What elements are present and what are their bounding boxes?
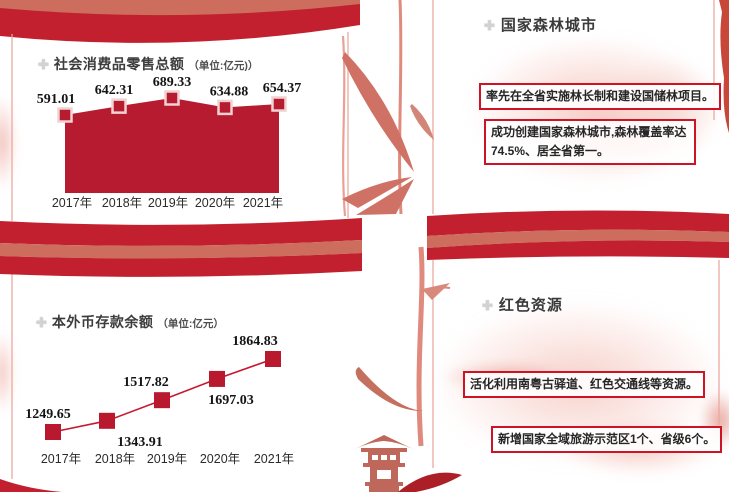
info-box-red-1: 活化利用南粤古驿道、红色交通线等资源。 — [463, 371, 706, 399]
section-title-text: 国家森林城市 — [500, 17, 597, 34]
brush-stroke — [719, 0, 729, 133]
chart-deposits-svg: 1249.65 2017年 1343.91 2018年 1517.82 2019年 1697… — [25, 334, 294, 466]
svg-text:1343.91: 1343.91 — [117, 435, 163, 450]
svg-text:654.37: 654.37 — [263, 81, 302, 96]
left-top-roller — [0, 0, 360, 43]
plus-icon: ✚ — [36, 315, 47, 330]
chart-title-text: 社会消费品零售总额 — [53, 56, 185, 72]
svg-text:2021年: 2021年 — [243, 196, 283, 210]
bamboo-decoration — [341, 0, 434, 217]
svg-text:2017年: 2017年 — [52, 196, 92, 210]
left-middle-roller — [0, 218, 362, 277]
svg-text:2020年: 2020年 — [200, 452, 240, 466]
pagoda-illustration — [355, 435, 413, 492]
left-bottom-roller — [0, 479, 62, 492]
chart-unit-label: （单位:亿元） — [157, 318, 224, 330]
section-title-forest-city: ✚ 国家森林城市 — [484, 14, 597, 35]
svg-text:2019年: 2019年 — [148, 196, 188, 210]
info-box-forest-2: 成功创建国家森林城市,森林覆盖率达74.5%、居全省第一。 — [484, 119, 696, 166]
chart-unit-label: （单位:亿元)） — [188, 60, 259, 72]
svg-text:634.88: 634.88 — [210, 84, 249, 99]
chart-retail-svg: 591.01 2017年 642.31 2018年 689.33 2019年 634.88 2… — [37, 75, 302, 210]
chart-deposits-title: ✚ 本外币存款余额 （单位:亿元） — [36, 312, 224, 332]
info-box-forest-1: 率先在全省实施林长制和建设国储林项目。 — [479, 83, 722, 111]
svg-text:2021年: 2021年 — [254, 452, 294, 466]
bamboo-decoration — [355, 246, 451, 447]
svg-text:2019年: 2019年 — [147, 452, 187, 466]
section-title-red-resources: ✚ 红色资源 — [482, 294, 563, 315]
svg-text:1864.83: 1864.83 — [232, 334, 278, 349]
section-title-text: 红色资源 — [498, 297, 563, 314]
plus-icon: ✚ — [38, 57, 49, 72]
svg-text:642.31: 642.31 — [95, 83, 134, 98]
chart-title-text: 本外币存款余额 — [51, 314, 154, 330]
plus-icon: ✚ — [482, 298, 494, 313]
svg-text:2020年: 2020年 — [195, 196, 235, 210]
svg-text:2017年: 2017年 — [41, 452, 81, 466]
svg-text:591.01: 591.01 — [37, 92, 76, 107]
plus-icon: ✚ — [484, 18, 496, 33]
svg-text:689.33: 689.33 — [153, 75, 192, 90]
svg-text:1517.82: 1517.82 — [123, 375, 169, 390]
red-swoosh — [398, 472, 462, 492]
info-box-red-2: 新增国家全域旅游示范区1个、省级6个。 — [491, 426, 723, 454]
svg-text:1697.03: 1697.03 — [208, 393, 254, 408]
right-middle-roller — [427, 210, 729, 260]
svg-text:2018年: 2018年 — [95, 452, 135, 466]
chart-retail-title: ✚ 社会消费品零售总额 （单位:亿元)） — [38, 54, 258, 74]
svg-text:1249.65: 1249.65 — [25, 407, 71, 422]
svg-text:2018年: 2018年 — [102, 196, 142, 210]
